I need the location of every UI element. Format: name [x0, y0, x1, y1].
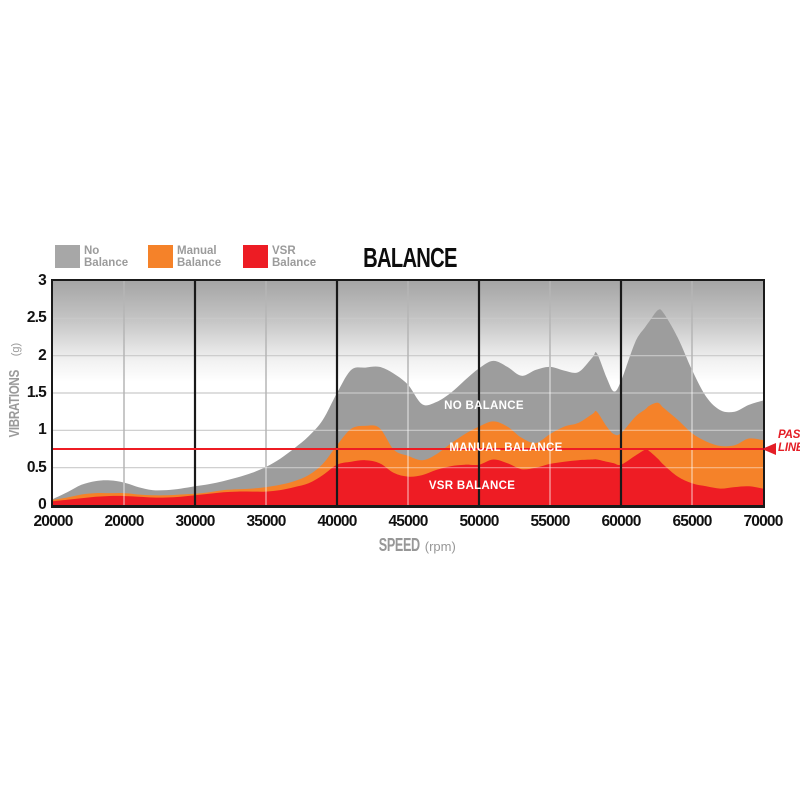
y-tick-label: 1 [38, 421, 47, 439]
pass-line-label-line: PASS [778, 429, 800, 441]
y-tick-label: 2.5 [26, 309, 47, 327]
legend-label-line: Balance [272, 256, 317, 269]
legend-label-vsr-balance: VSR Balance [272, 245, 317, 269]
x-tick-label: 50000 [459, 513, 499, 530]
y-tick-label: 0.5 [26, 458, 47, 476]
chart-title-text: BALANCE [363, 242, 457, 273]
y-tick-label: 2 [38, 346, 47, 364]
y-tick-label: 1.5 [26, 384, 47, 401]
x-tick-label: 20000 [33, 513, 73, 530]
legend-label-line: Manual [177, 245, 217, 257]
legend-swatch-manual-balance [148, 245, 173, 268]
legend-label-line: VSR [272, 245, 296, 257]
x-tick-label: 60000 [601, 513, 641, 530]
plot-area [51, 279, 765, 508]
legend-swatch-no-balance [55, 245, 80, 268]
y-tick-label: 0 [38, 496, 47, 513]
legend-label-no-balance: No Balance [84, 245, 129, 269]
pass-line-label-line: LINE [778, 441, 800, 454]
y-tick-label: 3 [38, 272, 47, 289]
no-balance-area-label: NO BALANCE [444, 400, 524, 412]
x-axis-label-text: SPEED [378, 535, 420, 555]
pass-line-label: PASS LINE [778, 429, 800, 454]
area-chart-canvas [53, 281, 763, 505]
x-tick-label: 30000 [175, 513, 215, 530]
x-tick-label: 40000 [317, 513, 357, 530]
pass-line [53, 448, 763, 451]
chart-title: BALANCE [330, 242, 490, 274]
x-tick-label: 45000 [388, 513, 428, 530]
legend-label-line: Balance [84, 256, 129, 269]
legend-label-line: Balance [177, 256, 222, 269]
x-axis-unit-text: (rpm) [424, 539, 456, 554]
manual-balance-area-label: MANUAL BALANCE [449, 442, 563, 454]
legend-swatch-vsr-balance [243, 245, 268, 268]
legend-label-manual-balance: Manual Balance [177, 245, 222, 269]
x-tick-label: 35000 [246, 513, 286, 530]
x-axis-label: SPEED (rpm) [338, 535, 488, 556]
x-tick-label: 55000 [530, 513, 570, 530]
vsr-balance-area-label: VSR BALANCE [428, 480, 516, 492]
pass-line-arrow-icon [762, 443, 776, 455]
x-tick-label: 20000 [104, 513, 144, 530]
legend-label-line: No [84, 245, 100, 257]
x-tick-label: 70000 [743, 513, 783, 530]
x-tick-label: 65000 [672, 513, 712, 530]
